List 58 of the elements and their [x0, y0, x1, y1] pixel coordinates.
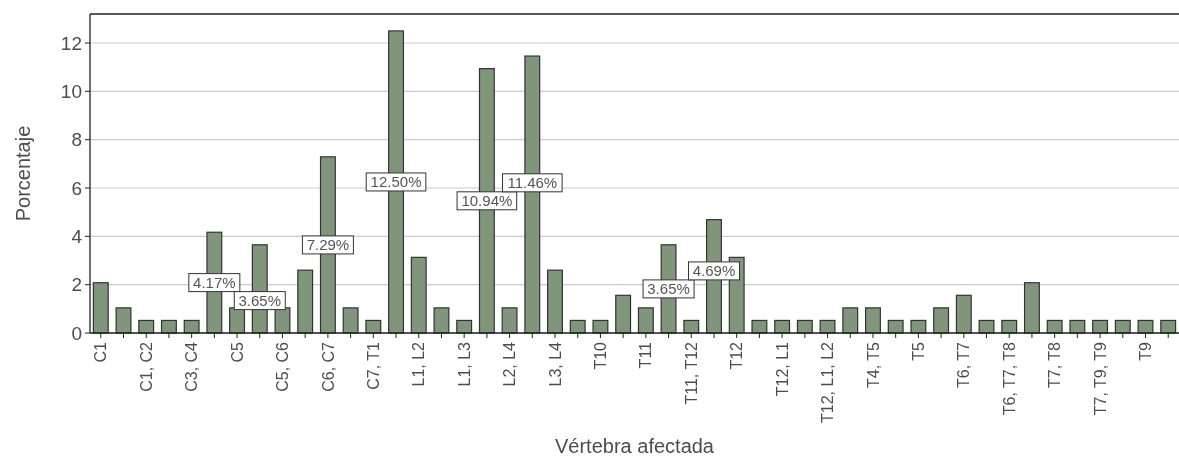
bar: [92, 282, 109, 334]
data-label: 11.46%: [507, 174, 558, 192]
bar: [501, 307, 518, 334]
data-label: 10.94%: [461, 192, 513, 210]
x-tick-label: T11: [637, 341, 655, 369]
x-tick-label: L2, L4: [501, 341, 519, 387]
y-tick-label: 12: [60, 32, 82, 54]
bar: [637, 307, 654, 334]
y-axis-title: Porcentaje: [12, 125, 34, 222]
x-tick-label: L1, L2: [410, 341, 428, 387]
bar: [955, 294, 972, 334]
x-tick-label: C1, C2: [137, 341, 155, 392]
y-tick-label: 0: [71, 322, 82, 344]
x-tick-label: C5: [228, 341, 246, 363]
bar: [547, 269, 563, 334]
x-tick-label: T12: [728, 341, 746, 370]
y-tick-label: 6: [71, 177, 82, 199]
x-tick-label: T7, T8: [1046, 341, 1064, 388]
data-label: 7.29%: [306, 236, 350, 254]
x-tick-label: T9: [1137, 341, 1155, 361]
bar: [933, 307, 950, 334]
x-axis-title: Vértebra afectada: [555, 435, 715, 457]
x-tick-label: T5: [909, 341, 927, 361]
data-label: 4.17%: [193, 273, 236, 291]
bar: [1023, 282, 1040, 334]
data-label: 12.50%: [370, 173, 422, 191]
data-label: 4.69%: [692, 262, 736, 280]
x-tick-label: T4, T5: [864, 341, 882, 388]
bar: [864, 307, 881, 334]
x-tick-label: L3, L4: [546, 341, 564, 387]
x-tick-label: T7, T9, T9: [1091, 341, 1109, 416]
x-tick-label: T10: [592, 341, 610, 370]
bar: [115, 307, 132, 334]
x-tick-label: T6, T7: [955, 341, 973, 388]
x-tick-label: C6, C7: [319, 341, 337, 392]
bar: [1137, 319, 1154, 334]
x-tick-label: T6, T7, T8: [1000, 341, 1018, 416]
y-tick-label: 4: [71, 225, 83, 247]
x-tick-label: C1: [92, 341, 110, 363]
bar: [410, 256, 427, 334]
bar: [615, 294, 632, 334]
bar: [842, 307, 859, 334]
bar: [342, 307, 359, 334]
y-tick-label: 2: [71, 274, 82, 296]
x-tick-label: L1, L3: [455, 341, 473, 387]
bar: [978, 319, 995, 334]
data-label: 3.65%: [238, 291, 282, 309]
y-tick-label: 8: [71, 129, 82, 151]
bar: [433, 307, 450, 334]
x-tick-label: T11, T12: [682, 341, 700, 405]
x-tick-label: T12, L1: [773, 341, 791, 397]
x-tick-label: T12, L1, L2: [819, 341, 837, 423]
x-tick-label: C3, C4: [183, 341, 201, 392]
bar: [297, 269, 314, 334]
y-tick-label: 10: [60, 80, 82, 102]
x-tick-label: C5, C6: [274, 341, 292, 392]
x-tick-label: C7, T1: [364, 341, 382, 390]
data-label: 3.65%: [647, 280, 690, 298]
